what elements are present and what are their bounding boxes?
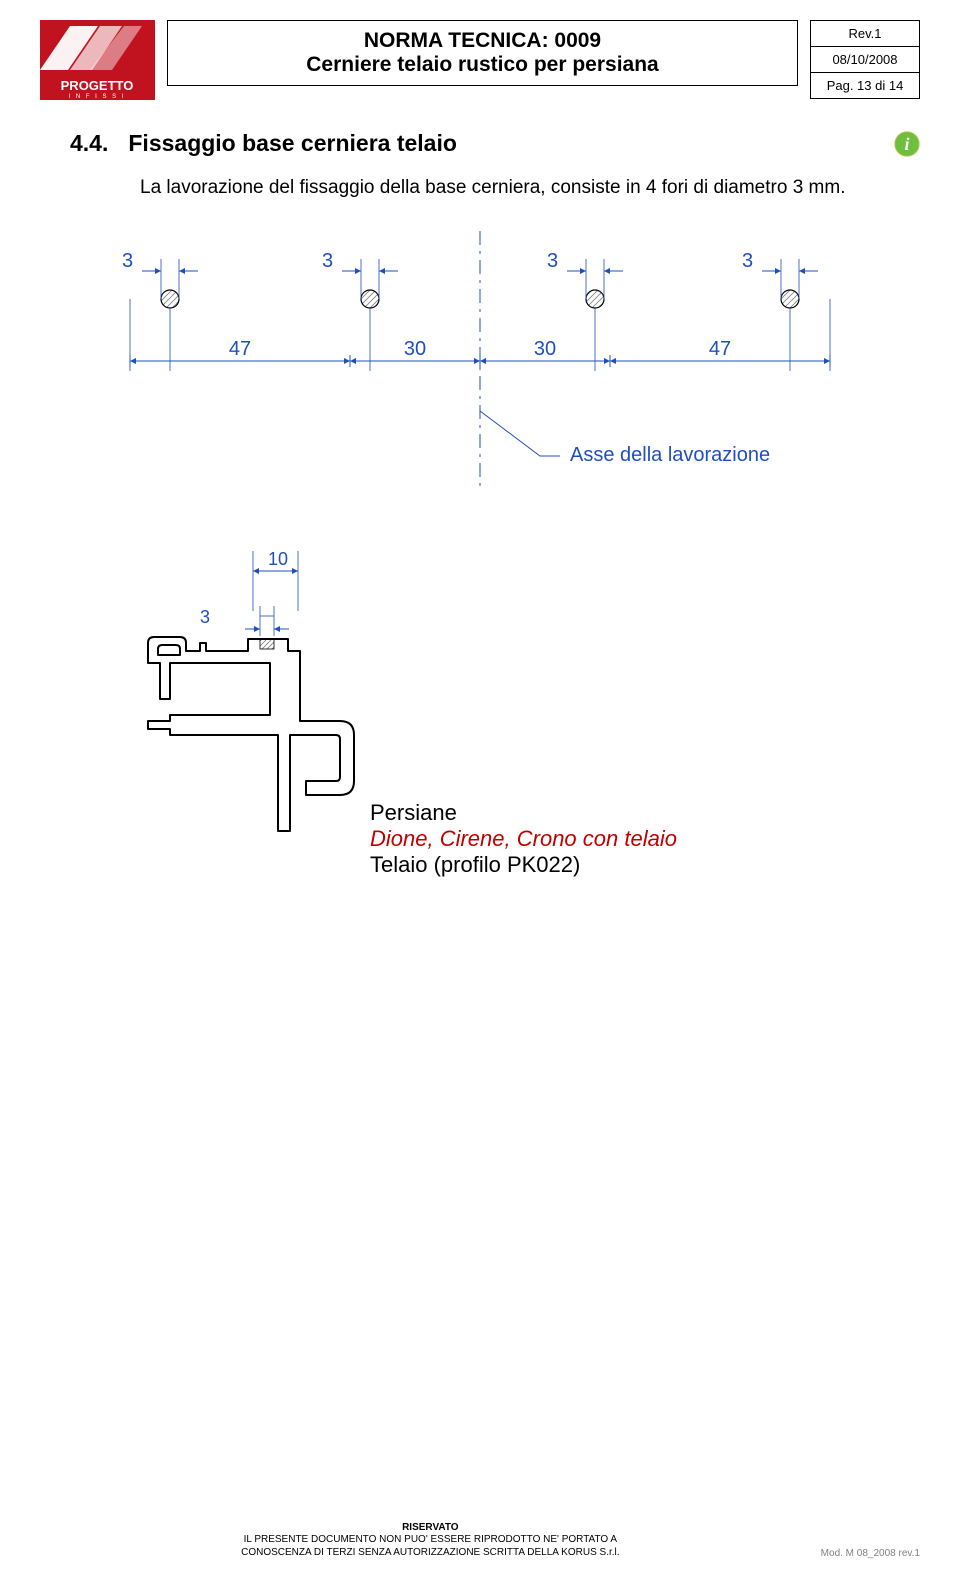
hole-circle xyxy=(161,290,179,308)
title-line2: Cerniere telaio rustico per persiana xyxy=(172,53,793,77)
bottom-diagram: 10 3 xyxy=(140,551,400,851)
rev-page: Pag. 13 di 14 xyxy=(811,73,919,98)
hole-circle xyxy=(361,290,379,308)
logo-subtext: I N F I S S I xyxy=(68,94,125,100)
hole-dim-label: 3 xyxy=(547,250,558,272)
product-line3: Telaio (profilo PK022) xyxy=(370,852,677,878)
footer-line2: IL PRESENTE DOCUMENTO NON PUO' ESSERE RI… xyxy=(40,1534,821,1547)
span-dim-label: 30 xyxy=(404,338,426,360)
dim-3: 3 xyxy=(200,607,210,627)
span-dim-label: 47 xyxy=(229,338,251,360)
svg-text:i: i xyxy=(904,134,909,154)
hole-dim-label: 3 xyxy=(122,250,133,272)
footer-line3: CONOSCENZA DI TERZI SENZA AUTORIZZAZIONE… xyxy=(40,1547,821,1560)
section-title: Fissaggio base cerniera telaio xyxy=(128,130,457,157)
footer: RISERVATO IL PRESENTE DOCUMENTO NON PUO'… xyxy=(40,1522,920,1560)
product-line2: Dione, Cirene, Crono con telaio xyxy=(370,826,677,852)
dim-10: 10 xyxy=(268,551,288,569)
product-line1: Persiane xyxy=(370,800,677,826)
header: PROGETTO I N F I S S I NORMA TECNICA: 00… xyxy=(40,20,920,100)
logo: PROGETTO I N F I S S I xyxy=(40,20,155,100)
rev-label: Rev.1 xyxy=(811,21,919,47)
section-number: 4.4. xyxy=(70,130,108,157)
axis-label: Asse della lavorazione xyxy=(570,444,770,466)
span-dim-label: 47 xyxy=(709,338,731,360)
logo-text: PROGETTO xyxy=(61,78,134,93)
span-dim-label: 30 xyxy=(534,338,556,360)
info-icon: i xyxy=(894,131,920,157)
title-line1: NORMA TECNICA: 0009 xyxy=(172,29,793,53)
section-heading: 4.4. Fissaggio base cerniera telaio i xyxy=(70,130,920,157)
footer-center: RISERVATO IL PRESENTE DOCUMENTO NON PUO'… xyxy=(40,1522,821,1560)
title-box: NORMA TECNICA: 0009 Cerniere telaio rust… xyxy=(167,20,798,86)
footer-mod: Mod. M 08_2008 rev.1 xyxy=(821,1548,920,1559)
body-paragraph: La lavorazione del fissaggio della base … xyxy=(140,175,860,201)
top-diagram: 3 3 3 3 47 30 30 47 Asse della lavorazione xyxy=(75,231,885,491)
revision-box: Rev.1 08/10/2008 Pag. 13 di 14 xyxy=(810,20,920,99)
hole-circle xyxy=(781,290,799,308)
hole-circle xyxy=(586,290,604,308)
hole-dim-label: 3 xyxy=(322,250,333,272)
hole-dim-label: 3 xyxy=(742,250,753,272)
product-text: Persiane Dione, Cirene, Crono con telaio… xyxy=(370,800,677,878)
footer-riservato: RISERVATO xyxy=(40,1522,821,1535)
rev-date: 08/10/2008 xyxy=(811,47,919,73)
